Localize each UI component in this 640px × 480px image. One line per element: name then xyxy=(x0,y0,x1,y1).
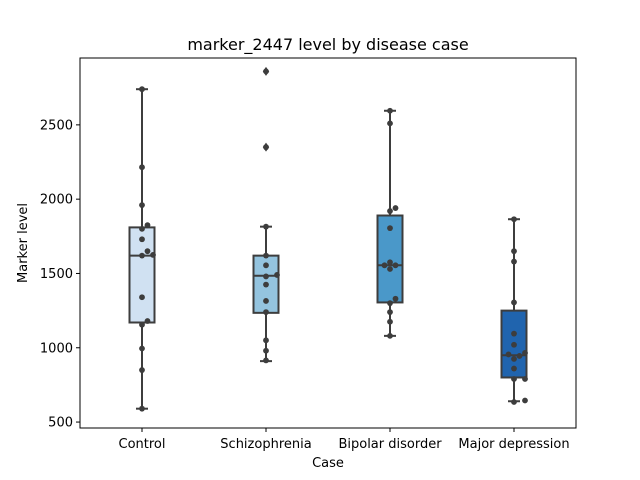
data-point xyxy=(392,205,399,211)
data-point xyxy=(511,399,517,405)
y-tick-label: 2000 xyxy=(40,193,73,208)
data-point xyxy=(387,332,393,339)
data-point xyxy=(511,365,517,372)
data-point xyxy=(522,350,528,356)
y-tick-label: 2500 xyxy=(40,118,73,133)
data-point xyxy=(516,353,523,359)
y-tick-label: 500 xyxy=(48,416,73,431)
x-tick-label: Schizophrenia xyxy=(220,437,311,452)
data-point xyxy=(263,273,269,280)
data-point xyxy=(139,367,145,373)
x-tick-label: Control xyxy=(119,437,166,452)
data-point xyxy=(387,208,393,214)
y-tick-label: 1500 xyxy=(40,267,73,282)
data-point xyxy=(263,309,269,315)
x-tick-label: Bipolar disorder xyxy=(338,437,442,452)
data-point xyxy=(511,376,517,382)
swarm-points xyxy=(139,68,528,412)
data-point xyxy=(387,107,393,114)
data-point xyxy=(511,216,517,223)
data-point xyxy=(522,376,528,382)
data-point xyxy=(387,300,393,307)
plot-area xyxy=(79,57,577,429)
data-point xyxy=(263,337,269,344)
data-point xyxy=(511,341,517,348)
data-point xyxy=(263,262,269,269)
box-group xyxy=(128,88,156,410)
data-point xyxy=(387,120,393,127)
data-point xyxy=(392,262,399,269)
data-point xyxy=(387,225,393,232)
chart-title: marker_2447 level by disease case xyxy=(187,35,468,55)
data-point xyxy=(387,259,393,266)
data-point xyxy=(511,299,517,306)
data-point xyxy=(381,262,388,269)
data-point xyxy=(139,86,145,93)
data-point xyxy=(392,295,399,302)
data-point xyxy=(387,266,393,272)
data-point xyxy=(263,144,269,151)
x-axis-label: Case xyxy=(312,456,344,471)
data-point xyxy=(387,318,393,325)
data-point xyxy=(139,225,145,232)
x-tick-label: Major depression xyxy=(458,437,569,452)
data-point xyxy=(139,405,145,412)
box-group xyxy=(252,66,280,363)
data-point xyxy=(139,294,145,301)
data-point xyxy=(505,351,512,358)
data-point xyxy=(139,345,145,352)
data-point xyxy=(274,272,280,278)
data-point xyxy=(263,223,269,230)
x-axis: Control Schizophrenia Bipolar disorder Majo… xyxy=(119,428,570,452)
data-point xyxy=(139,321,145,328)
data-point xyxy=(263,347,269,354)
data-point xyxy=(263,357,269,364)
data-point xyxy=(139,252,145,259)
data-point xyxy=(511,356,517,362)
y-axis-label: Marker level xyxy=(16,203,31,283)
data-point xyxy=(263,252,269,259)
data-point xyxy=(144,318,151,324)
data-point xyxy=(144,248,151,255)
data-point xyxy=(263,298,269,304)
data-point xyxy=(263,68,269,75)
data-point xyxy=(139,236,145,243)
y-axis: 500 1000 1500 2000 2500 xyxy=(40,118,80,431)
y-tick-label: 1000 xyxy=(40,341,73,356)
box-group xyxy=(500,218,528,403)
data-point xyxy=(511,248,517,255)
data-point xyxy=(150,251,156,258)
data-point xyxy=(139,164,145,171)
data-point xyxy=(387,309,393,315)
box-series xyxy=(128,66,528,410)
data-point xyxy=(263,281,269,288)
data-point xyxy=(144,222,151,229)
data-point xyxy=(511,258,517,265)
data-point xyxy=(139,202,145,209)
data-point xyxy=(511,330,517,337)
data-point xyxy=(522,397,528,404)
